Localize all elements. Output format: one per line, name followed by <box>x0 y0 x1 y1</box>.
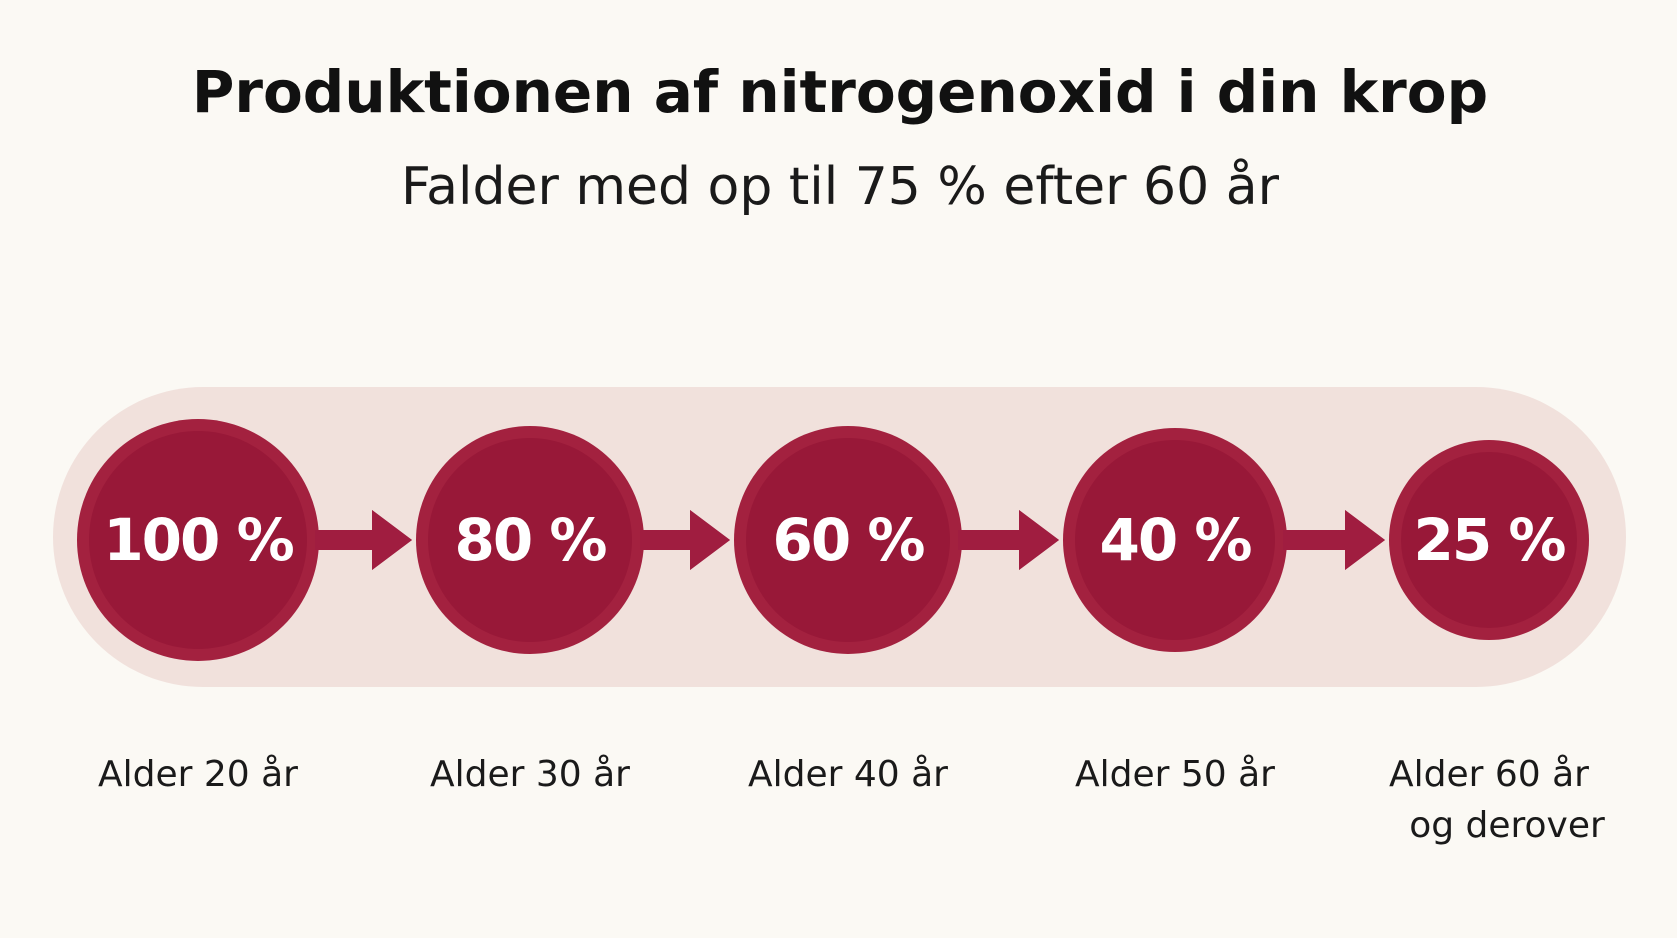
title: Produktionen af nitrogenoxid i din krop <box>192 58 1488 126</box>
step-age: Alder 40 år <box>748 754 948 795</box>
step-percent: 100 % <box>103 506 293 574</box>
step-circle-inner <box>428 438 632 642</box>
step-age: Alder 50 år <box>1075 754 1275 795</box>
step-percent: 25 % <box>1413 506 1565 574</box>
arrow-shaft <box>315 530 376 550</box>
step-percent: 80 % <box>454 506 606 574</box>
subtitle: Falder med op til 75 % efter 60 år <box>401 157 1280 217</box>
step-circle-inner <box>1401 452 1577 628</box>
step-age: Alder 30 år <box>430 754 630 795</box>
arrow-head-fill <box>372 510 412 570</box>
arrow-head-fill <box>690 510 730 570</box>
step-age: Alder 20 år <box>98 754 298 795</box>
arrow-head-fill <box>1019 510 1059 570</box>
steps: 100 % Alder 20 år 80 % Alder 30 år 60 % Alder… <box>77 419 1605 846</box>
step-age: og derover <box>1409 805 1605 846</box>
arrow-shaft <box>640 530 694 550</box>
step-circle-inner <box>746 438 950 642</box>
arrow-shaft <box>958 530 1023 550</box>
step-age: Alder 60 år <box>1389 754 1589 795</box>
step-circle-inner <box>1075 440 1275 640</box>
step-percent: 40 % <box>1099 506 1251 574</box>
step-circle-inner <box>89 431 307 649</box>
arrow-shaft <box>1283 530 1349 550</box>
step-percent: 60 % <box>772 506 924 574</box>
arrow-head-fill <box>1345 510 1385 570</box>
